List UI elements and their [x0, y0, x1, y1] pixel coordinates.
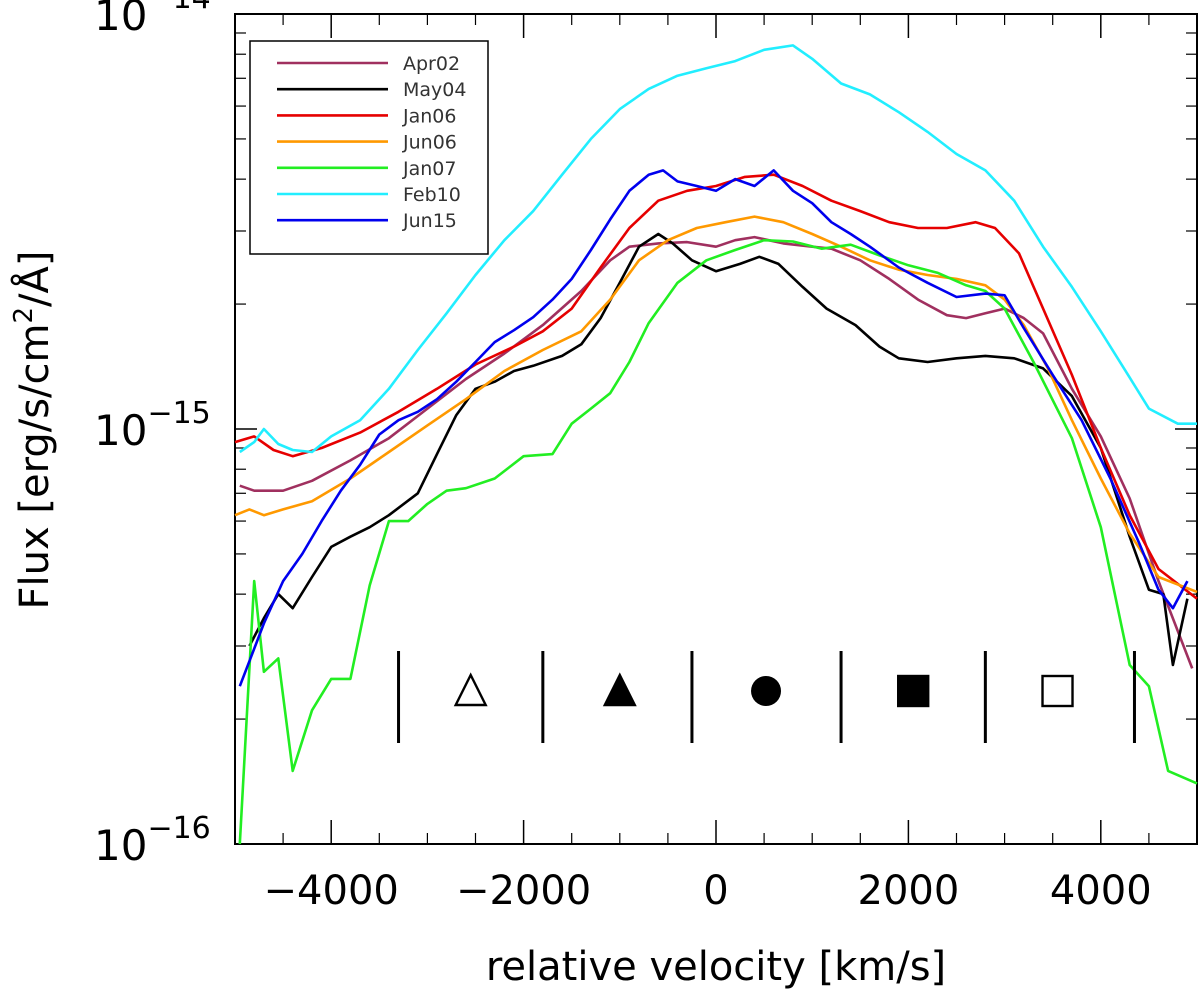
x-tick-label: −4000 — [264, 868, 399, 914]
series-line-jan07 — [238, 238, 1198, 845]
velocity-bin-markers — [397, 651, 1136, 743]
x-axis-title: relative velocity [km/s] — [486, 944, 946, 990]
y-axis-title-sup: 2 — [9, 307, 39, 324]
series-line-jun06 — [234, 215, 1198, 594]
series-line-jun15 — [238, 169, 1189, 687]
series-line-feb10 — [239, 44, 1197, 454]
x-tick-label: 2000 — [858, 868, 960, 914]
y-axis-title-prefix: Flux [erg/s/cm — [12, 324, 58, 610]
y-tick-label: 10−15 — [94, 396, 211, 455]
axis-ticks: −4000 −2000 0 2000 4000 10−16 10−15 10−14 — [94, 0, 1198, 914]
y-axis-title: Flux [erg/s/cm2/Å] — [9, 251, 58, 610]
series-line-may04 — [248, 232, 1189, 667]
legend-label-may04: May04 — [403, 79, 466, 101]
legend-label-apr02: Apr02 — [403, 53, 460, 75]
legend-box — [249, 40, 489, 255]
legend-label-jun06: Jun06 — [402, 132, 457, 154]
x-tick-label: 4000 — [1050, 868, 1152, 914]
marker-square-open — [1041, 674, 1074, 708]
marker-circle-filled — [751, 676, 782, 706]
marker-square-filled — [897, 674, 930, 708]
x-tick-label: −2000 — [456, 868, 591, 914]
series-lines — [234, 44, 1198, 845]
legend-label-jan07: Jan07 — [402, 158, 456, 180]
legend: Apr02 May04 Jan06 Jun06 Jan07 Feb10 Jun15 — [277, 53, 466, 232]
y-axis-title-suffix: /Å] — [10, 251, 58, 307]
legend-label-feb10: Feb10 — [403, 184, 461, 206]
legend-label-jun15: Jun15 — [402, 210, 457, 232]
y-tick-label: 10−14 — [94, 0, 211, 40]
marker-triangle-filled — [602, 672, 637, 707]
y-tick-label: 10−16 — [94, 811, 211, 870]
marker-triangle-open — [453, 672, 488, 707]
x-tick-label: 0 — [703, 868, 728, 914]
legend-label-jan06: Jan06 — [402, 105, 456, 127]
series-line-apr02 — [239, 235, 1194, 669]
